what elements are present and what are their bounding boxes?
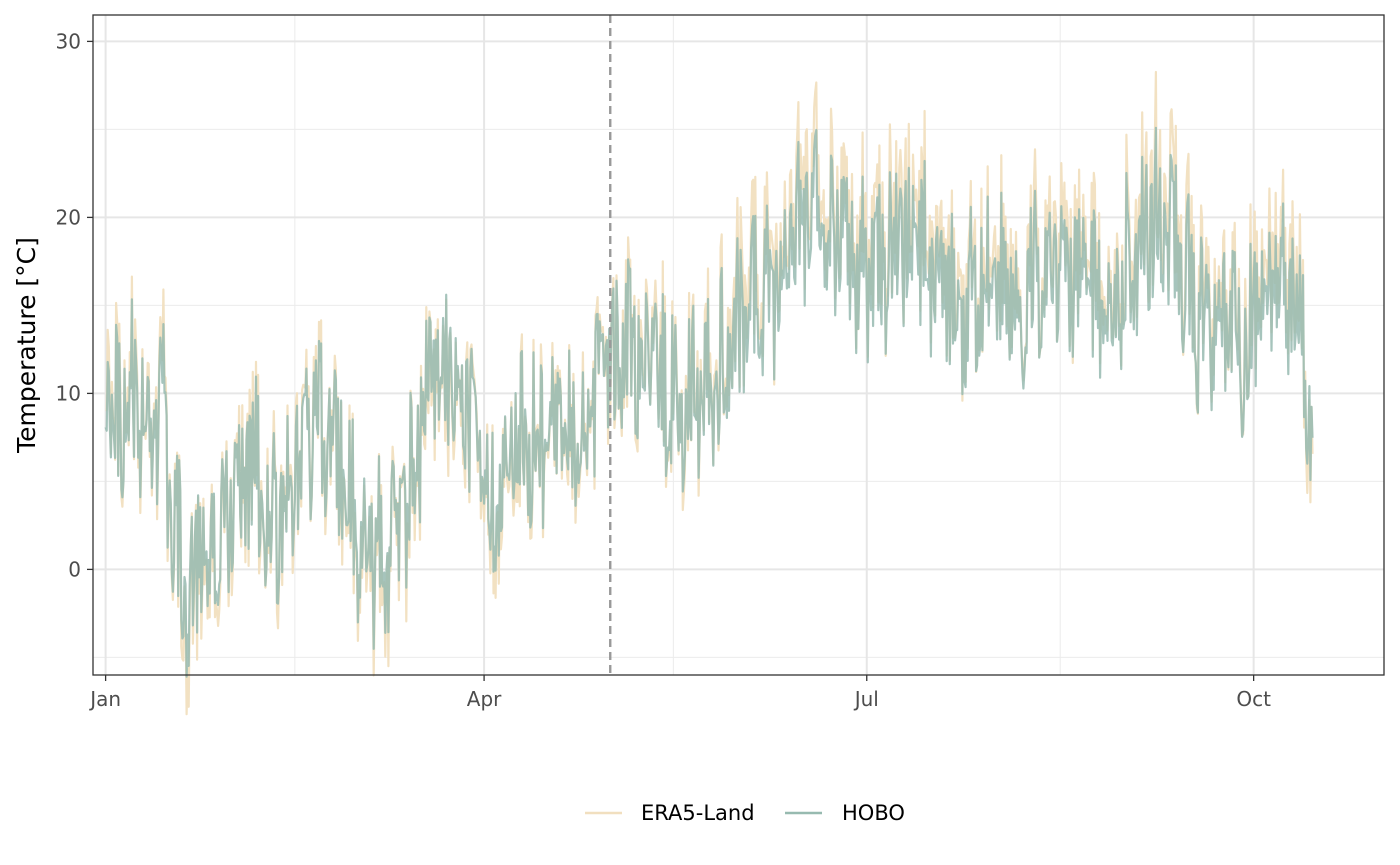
legend-label-era5-land: ERA5-Land — [641, 801, 755, 825]
y-tick-label: 20 — [56, 205, 81, 229]
x-tick-label: Oct — [1236, 687, 1271, 711]
y-axis-title: Temperature [°C] — [12, 237, 41, 454]
y-tick-label: 30 — [56, 29, 81, 53]
plot-panel-border — [92, 14, 1385, 676]
x-tick-label: Jul — [853, 687, 879, 711]
legend-label-hobo: HOBO — [842, 801, 905, 825]
y-tick-label: 0 — [68, 557, 81, 581]
x-tick-label: Apr — [467, 687, 502, 711]
legend: ERA5-Land HOBO — [585, 801, 905, 825]
y-tick-label: 10 — [56, 381, 81, 405]
x-tick-label: Jan — [88, 687, 121, 711]
series-line-hobo — [104, 126, 1314, 678]
